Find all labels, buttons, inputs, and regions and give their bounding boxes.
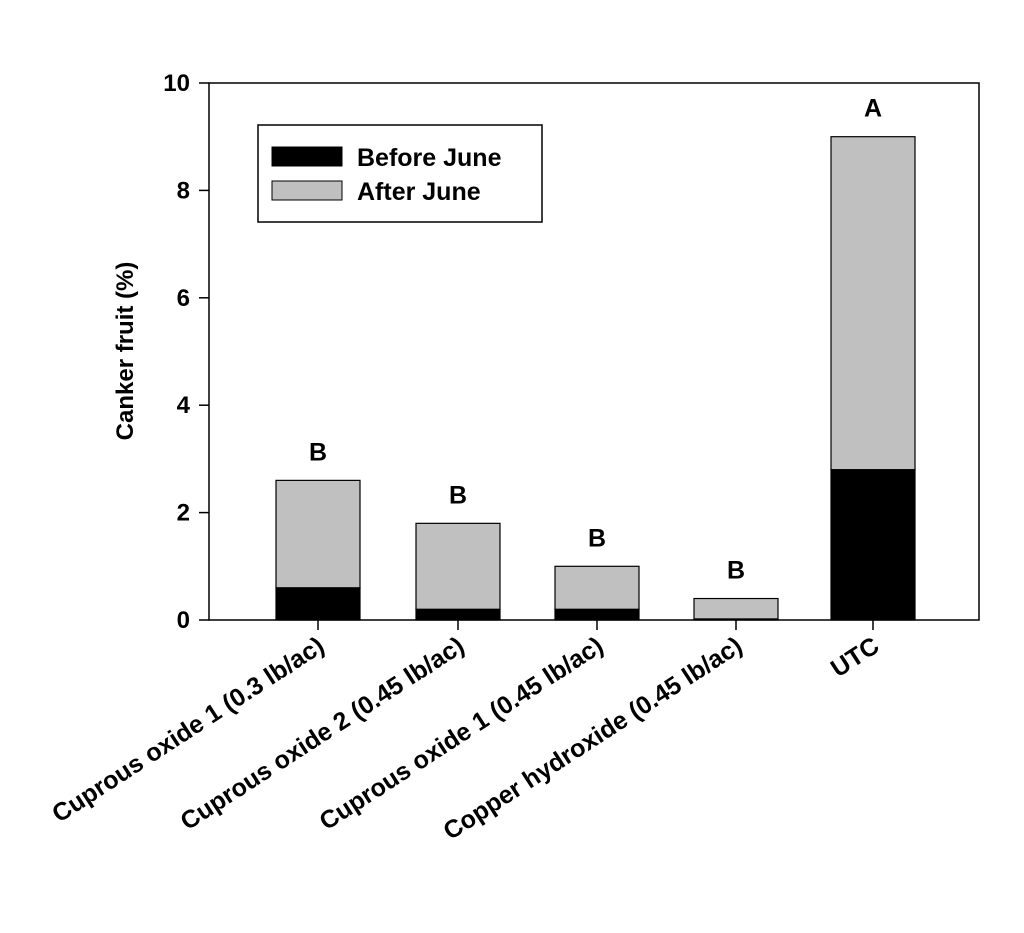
significance-letter: B [588, 524, 606, 552]
y-tick-label: 6 [177, 285, 190, 312]
significance-letter: A [864, 95, 882, 123]
bars-layer [275, 136, 916, 621]
bar-segment-after-june [554, 565, 640, 610]
x-tick-label: Cuprous oxide 2 (0.45 lb/ac) [176, 632, 470, 836]
bar-segment-before-june [554, 608, 640, 621]
legend: Before June After June [257, 124, 543, 223]
bar-segment-after-june [275, 479, 361, 589]
y-tick-label: 10 [163, 70, 190, 97]
bar-segment-before-june [415, 608, 501, 621]
x-axis: Cuprous oxide 1 (0.3 lb/ac)Cuprous oxide… [47, 620, 884, 846]
bar-segment-after-june [415, 522, 501, 610]
legend-swatch-before-june [271, 146, 343, 167]
legend-swatch-after-june [271, 180, 343, 201]
bar-segment-before-june [275, 587, 361, 621]
x-tick-label: Cuprous oxide 1 (0.45 lb/ac) [315, 632, 609, 836]
bar-segment-before-june [830, 469, 916, 621]
significance-letter: B [449, 481, 467, 509]
plot-frame [208, 82, 980, 621]
legend-box [257, 124, 543, 223]
legend-label-before-june: Before June [357, 144, 502, 172]
bar-segment-after-june [830, 136, 916, 471]
y-tick-label: 8 [177, 177, 190, 204]
y-axis: 0 2 4 6 8 10 [163, 70, 209, 634]
y-tick-label: 2 [177, 500, 190, 527]
y-tick-label: 0 [177, 607, 190, 634]
legend-label-after-june: After June [357, 178, 481, 206]
significance-letter: B [309, 438, 327, 466]
x-tick-label: UTC [826, 632, 884, 683]
significance-letter: B [727, 557, 745, 585]
y-tick-label: 4 [177, 392, 191, 419]
significance-letters: B B B B A [309, 95, 882, 585]
x-tick-label: Cuprous oxide 1 (0.3 lb/ac) [47, 632, 329, 829]
bar-segment-after-june [693, 597, 779, 620]
y-axis-title: Canker fruit (%) [112, 262, 139, 441]
